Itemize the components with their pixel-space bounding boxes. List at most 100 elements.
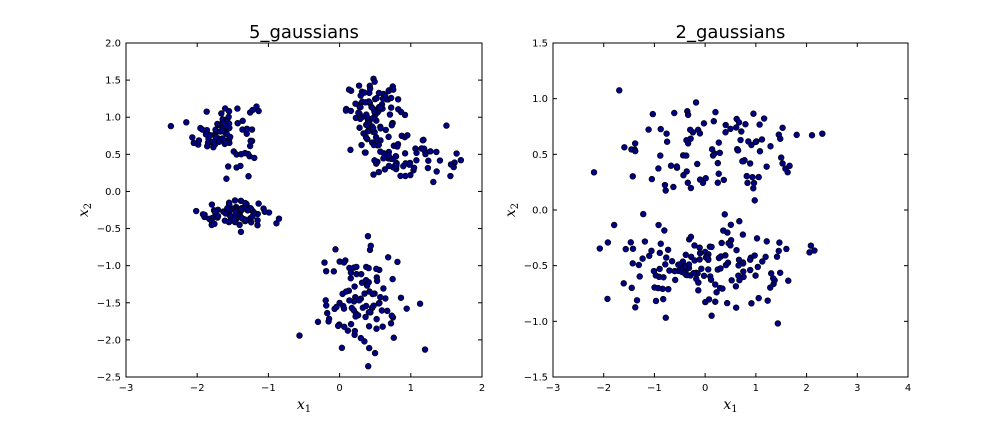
scatter-point bbox=[239, 117, 246, 125]
scatter-point bbox=[646, 252, 653, 260]
scatter-point bbox=[255, 107, 262, 115]
plot-frame bbox=[552, 42, 909, 378]
scatter-point bbox=[340, 305, 348, 312]
scatter-point bbox=[381, 166, 389, 173]
scatter-point bbox=[775, 247, 782, 255]
scatter-point bbox=[716, 149, 724, 157]
scatter-point bbox=[410, 164, 418, 171]
scatter-point bbox=[683, 168, 690, 175]
scatter-point bbox=[373, 315, 380, 323]
scatter-point bbox=[721, 211, 728, 218]
scatter-point bbox=[696, 244, 703, 251]
scatter-point bbox=[225, 113, 232, 121]
scatter-point bbox=[662, 261, 669, 268]
scatter-point bbox=[610, 221, 618, 229]
scatter-point bbox=[750, 110, 757, 117]
scatter-point bbox=[732, 283, 740, 290]
scatter-point bbox=[413, 149, 420, 157]
scatter-point bbox=[206, 131, 214, 139]
scatter-point bbox=[691, 257, 698, 264]
scatter-point bbox=[387, 104, 395, 111]
scatter-point bbox=[356, 124, 363, 131]
scatter-point bbox=[744, 179, 751, 187]
scatter-point bbox=[687, 126, 694, 133]
scatter-point bbox=[668, 258, 676, 265]
y-axis-label: x2 bbox=[76, 203, 94, 217]
scatter-point bbox=[743, 172, 750, 180]
scatter-point bbox=[453, 150, 460, 157]
scatter-point bbox=[739, 158, 746, 165]
scatter-point bbox=[590, 169, 598, 176]
scatter-point bbox=[249, 213, 256, 220]
scatter-point bbox=[739, 231, 747, 238]
scatter-point bbox=[715, 139, 723, 146]
chart-title: 5_gaussians bbox=[249, 22, 359, 43]
scatter-point bbox=[357, 92, 364, 99]
x-tick-label: −2 bbox=[190, 383, 205, 394]
scatter-point bbox=[722, 121, 729, 129]
scatter-point bbox=[255, 200, 262, 207]
scatter-point bbox=[366, 85, 374, 92]
x-tick-label: −2 bbox=[596, 383, 611, 394]
scatter-point bbox=[774, 320, 782, 327]
y-tick-label: −0.5 bbox=[524, 261, 548, 272]
scatter-point bbox=[752, 138, 759, 146]
scatter-point bbox=[343, 288, 350, 295]
scatter-point bbox=[218, 110, 225, 117]
scatter-point bbox=[353, 263, 360, 271]
scatter-point bbox=[755, 294, 762, 302]
scatter-point bbox=[387, 94, 395, 102]
scatter-point bbox=[346, 297, 353, 304]
scatter-point bbox=[450, 163, 457, 171]
scatter-point bbox=[413, 157, 420, 164]
scatter-point bbox=[645, 126, 652, 133]
scatter-point bbox=[384, 307, 391, 315]
scatter-point bbox=[384, 254, 392, 261]
scatter-point bbox=[627, 239, 634, 246]
scatter-point bbox=[365, 309, 373, 316]
scatter-point bbox=[763, 163, 770, 170]
scatter-point bbox=[373, 265, 380, 273]
scatter-point bbox=[363, 282, 371, 289]
scatter-point bbox=[377, 148, 384, 155]
scatter-point bbox=[332, 246, 339, 253]
scatter-point bbox=[713, 289, 720, 296]
scatter-point bbox=[732, 304, 740, 311]
scatter-point bbox=[755, 173, 762, 181]
scatter-point bbox=[436, 157, 444, 164]
scatter-point bbox=[767, 143, 774, 150]
scatter-point bbox=[656, 265, 663, 273]
scatter-point bbox=[754, 263, 761, 271]
scatter-point bbox=[333, 303, 340, 311]
scatter-point bbox=[664, 246, 672, 253]
scatter-point bbox=[420, 145, 428, 152]
scatter-point bbox=[786, 162, 793, 170]
scatter-point bbox=[314, 318, 322, 326]
scatter-point bbox=[722, 252, 729, 259]
scatter-point bbox=[347, 320, 355, 328]
y-tick-label: −0.5 bbox=[97, 224, 121, 235]
scatter-point bbox=[223, 175, 230, 182]
scatter-point bbox=[746, 266, 754, 274]
scatter-point bbox=[724, 259, 732, 266]
scatter-point bbox=[724, 229, 731, 236]
scatter-point bbox=[425, 157, 432, 164]
chart-1: −3 −2 −1 0 1 2 3 4 −1.5 −1.0 −0.5 0.0 0.5 1.0 1.5 2_gau… bbox=[503, 22, 911, 415]
scatter-point bbox=[700, 120, 708, 127]
scatter-point bbox=[783, 245, 790, 253]
scatter-point bbox=[777, 135, 784, 142]
scatter-point bbox=[727, 242, 734, 249]
scatter-point bbox=[254, 217, 261, 224]
scatter-point bbox=[712, 108, 719, 116]
scatter-point bbox=[347, 146, 354, 154]
scatter-point bbox=[714, 179, 721, 186]
scatter-point bbox=[340, 259, 348, 266]
scatter-point bbox=[232, 207, 239, 215]
scatter-point bbox=[728, 277, 735, 284]
scatter-point bbox=[604, 295, 611, 303]
scatter-point bbox=[347, 275, 354, 282]
scatter-point bbox=[251, 154, 258, 162]
chart-0: −3 −2 −1 0 1 2 −2.5 −2.0 −1.5 −1.0 −0.5 0.0 0.5 1.0 1.… bbox=[76, 22, 485, 415]
scatter-point bbox=[657, 240, 664, 247]
scatter-point bbox=[631, 140, 639, 147]
